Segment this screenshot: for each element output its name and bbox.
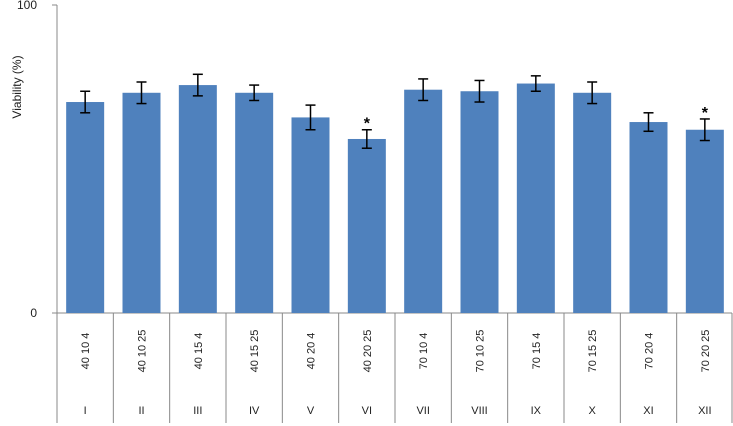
group-label: VII	[416, 405, 429, 417]
group-label: XII	[698, 405, 711, 417]
bar	[629, 122, 668, 313]
category-label: 40 10 25	[137, 330, 149, 373]
group-label: I	[84, 405, 87, 417]
bar	[122, 92, 161, 313]
category-label: 70 20 25	[700, 330, 712, 373]
category-label: 40 15 4	[193, 333, 205, 370]
category-label: 40 20 4	[306, 333, 318, 370]
bar	[291, 117, 330, 313]
category-label: 40 10 4	[80, 333, 92, 370]
category-label: 40 15 25	[249, 330, 261, 373]
group-label: VI	[362, 405, 372, 417]
bar	[404, 89, 443, 313]
y-tick-label-0: 0	[30, 306, 37, 320]
group-label: V	[307, 405, 315, 417]
significance-marker: *	[364, 116, 371, 133]
bar	[66, 102, 105, 314]
y-axis: 100 0 Viability (%)	[10, 0, 58, 320]
bar	[573, 92, 612, 313]
category-table: 40 10 4 I 40 10 25 II 40 15 4 III 40 15 25 IV 40…	[56, 312, 733, 423]
bar	[235, 92, 274, 313]
category-label: 70 15 4	[531, 333, 543, 370]
bar	[460, 91, 499, 314]
group-label: XI	[643, 405, 653, 417]
group-label: VIII	[471, 405, 488, 417]
group-label: IX	[531, 405, 542, 417]
category-label: 70 15 25	[587, 330, 599, 373]
significance-marker: *	[702, 105, 709, 122]
category-label: 40 20 25	[362, 330, 374, 373]
group-label: III	[193, 405, 202, 417]
group-label: II	[138, 405, 144, 417]
y-tick-label-100: 100	[17, 0, 37, 12]
bar	[178, 85, 217, 313]
bars: **	[66, 73, 724, 314]
group-label: IV	[249, 405, 260, 417]
bar	[685, 129, 724, 313]
group-label: X	[588, 405, 596, 417]
category-label: 70 10 4	[418, 333, 430, 370]
y-axis-label: Viability (%)	[10, 55, 24, 118]
category-label: 70 10 25	[475, 330, 487, 373]
bar	[347, 138, 386, 313]
bar	[516, 83, 555, 313]
category-label: 70 20 4	[644, 333, 656, 370]
